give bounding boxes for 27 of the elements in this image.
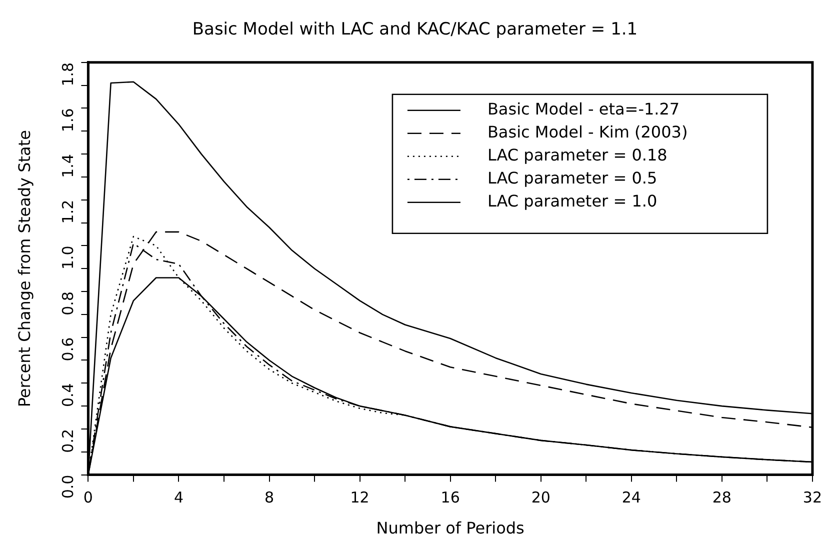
y-tick-label: 1.2 [59, 200, 78, 224]
x-tick-label: 0 [83, 488, 93, 507]
y-tick-label: 0.6 [59, 337, 78, 362]
x-tick-label: 8 [264, 488, 274, 507]
y-tick-label: 0.0 [59, 474, 78, 499]
x-axis-title: Number of Periods [376, 518, 524, 538]
chart-title: Basic Model with LAC and KAC/KAC parameter = 1.1 [192, 20, 638, 40]
x-tick-label: 16 [440, 488, 460, 507]
y-axis-title: Percent Change from Steady State [14, 130, 34, 408]
x-tick-label: 12 [350, 488, 370, 507]
y-tick-label: 1.4 [59, 154, 78, 178]
y-tick-label: 1.0 [59, 246, 78, 270]
x-tick-label: 20 [531, 488, 550, 507]
x-tick-label: 28 [712, 488, 732, 507]
legend-label: LAC parameter = 0.18 [487, 146, 668, 165]
x-tick-label: 4 [174, 488, 184, 507]
legend-label: LAC parameter = 0.5 [487, 168, 658, 188]
legend-label: Basic Model - eta=-1.27 [487, 100, 680, 119]
y-tick-label: 1.6 [59, 108, 78, 132]
y-tick-label: 1.8 [59, 62, 78, 86]
y-tick-label: 0.2 [59, 428, 78, 453]
legend-label: LAC parameter = 1.0 [487, 192, 658, 211]
y-tick-label: 0.4 [59, 383, 78, 408]
legend-label: Basic Model - Kim (2003) [487, 122, 688, 142]
x-tick-label: 24 [622, 488, 641, 507]
y-tick-label: 0.8 [59, 292, 78, 316]
x-tick-label: 32 [802, 488, 822, 507]
